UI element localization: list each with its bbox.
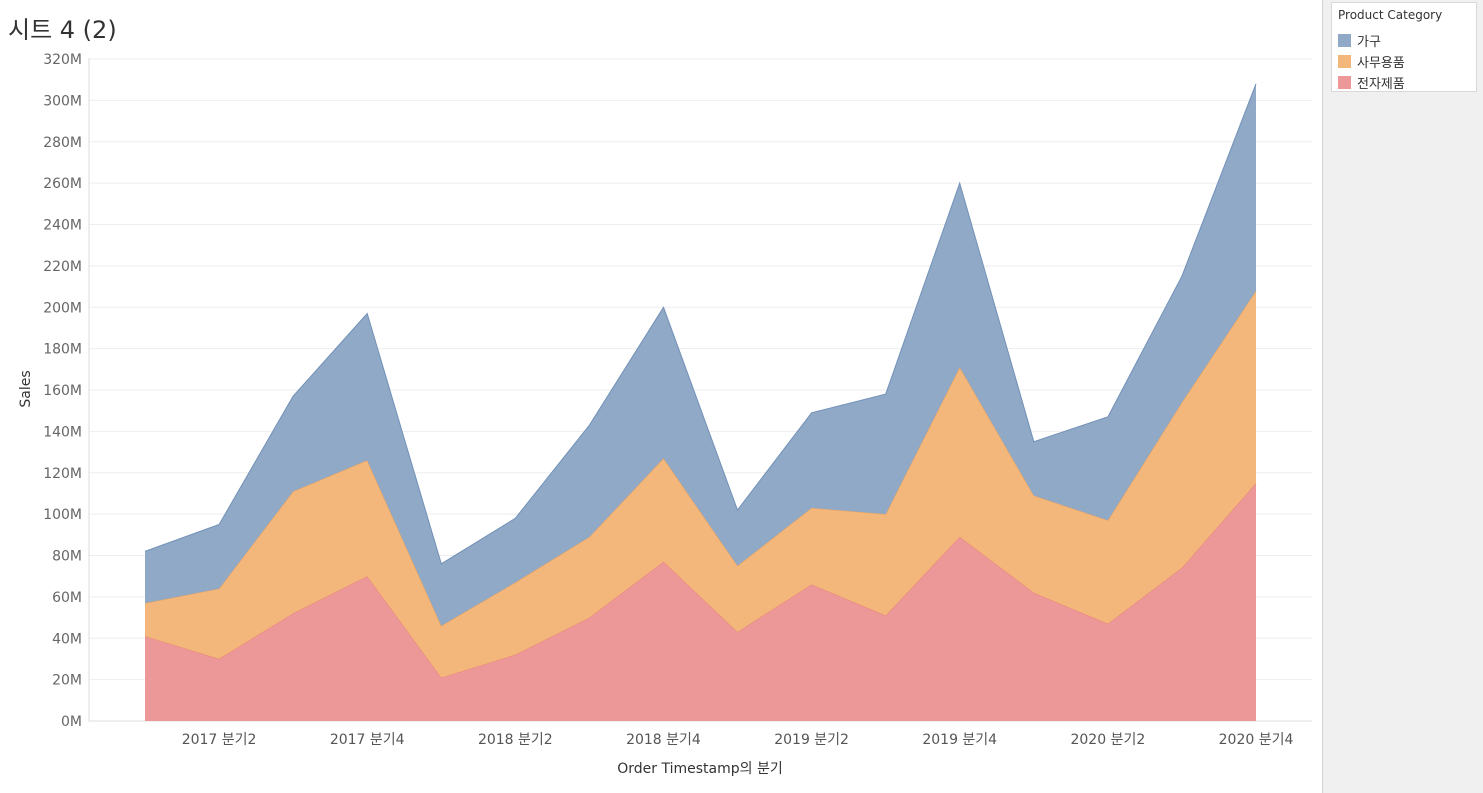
legend-panel: Product Category 가구 사무용품 전자제품 — [1322, 0, 1483, 793]
x-axis-ticks: 2017 분기2 2017 분기4 2018 분기2 2018 분기4 2019 분기2… — [182, 732, 1294, 748]
y-tick-label: 320M — [43, 52, 82, 68]
y-tick-label: 260M — [43, 176, 82, 192]
x-tick-label: 2018 분기2 — [478, 732, 553, 748]
y-tick-label: 300M — [43, 93, 82, 109]
y-tick-label: 20M — [52, 673, 82, 689]
legend-label-electronics: 전자제품 — [1357, 76, 1405, 92]
area-series-0[interactable] — [145, 483, 1256, 721]
area-series-2[interactable] — [145, 83, 1256, 626]
y-tick-label: 180M — [43, 342, 82, 358]
y-tick-label: 120M — [43, 466, 82, 482]
y-tick-label: 200M — [43, 300, 82, 316]
y-axis-ticks: 0M 20M 40M 60M 80M 100M 120M 140M 160M 180M 200M 22… — [43, 52, 82, 730]
legend-item-electronics[interactable]: 전자제품 — [1338, 74, 1405, 92]
legend-title: Product Category — [1338, 8, 1443, 22]
sheet-title: 시트 4 (2) — [8, 16, 117, 44]
legend[interactable]: Product Category 가구 사무용품 전자제품 — [1331, 2, 1477, 92]
x-tick-label: 2018 분기4 — [626, 732, 701, 748]
x-tick-label: 2019 분기2 — [774, 732, 849, 748]
area-chart[interactable]: 0M 20M 40M 60M 80M 100M 120M 140M 160M 180M 200M 22… — [0, 0, 1322, 793]
x-tick-label: 2017 분기2 — [182, 732, 257, 748]
y-tick-label: 40M — [52, 631, 82, 647]
legend-swatch-furniture — [1338, 33, 1351, 47]
area-series-1[interactable] — [145, 290, 1256, 678]
legend-swatch-office-supplies — [1338, 54, 1351, 68]
x-tick-label: 2020 분기4 — [1219, 732, 1294, 748]
y-tick-label: 140M — [43, 424, 82, 440]
y-tick-label: 60M — [52, 590, 82, 606]
legend-item-office-supplies[interactable]: 사무용품 — [1338, 53, 1405, 71]
legend-item-furniture[interactable]: 가구 — [1338, 32, 1381, 50]
y-tick-label: 280M — [43, 135, 82, 151]
y-axis-title: Sales — [18, 370, 34, 407]
legend-swatch-electronics — [1338, 75, 1351, 89]
x-tick-label: 2017 분기4 — [330, 732, 405, 748]
legend-label-office-supplies: 사무용품 — [1357, 55, 1405, 71]
x-tick-label: 2020 분기2 — [1070, 732, 1145, 748]
y-tick-label: 160M — [43, 383, 82, 399]
y-tick-label: 100M — [43, 507, 82, 523]
x-tick-label: 2019 분기4 — [922, 732, 997, 748]
y-tick-label: 0M — [61, 714, 82, 730]
legend-label-furniture: 가구 — [1357, 34, 1381, 50]
y-tick-label: 220M — [43, 259, 82, 275]
y-tick-label: 80M — [52, 549, 82, 565]
area-series-line-2 — [144, 83, 1257, 565]
y-tick-label: 240M — [43, 218, 82, 234]
x-axis-title: Order Timestamp의 분기 — [617, 761, 782, 777]
stacked-areas[interactable] — [144, 83, 1257, 721]
